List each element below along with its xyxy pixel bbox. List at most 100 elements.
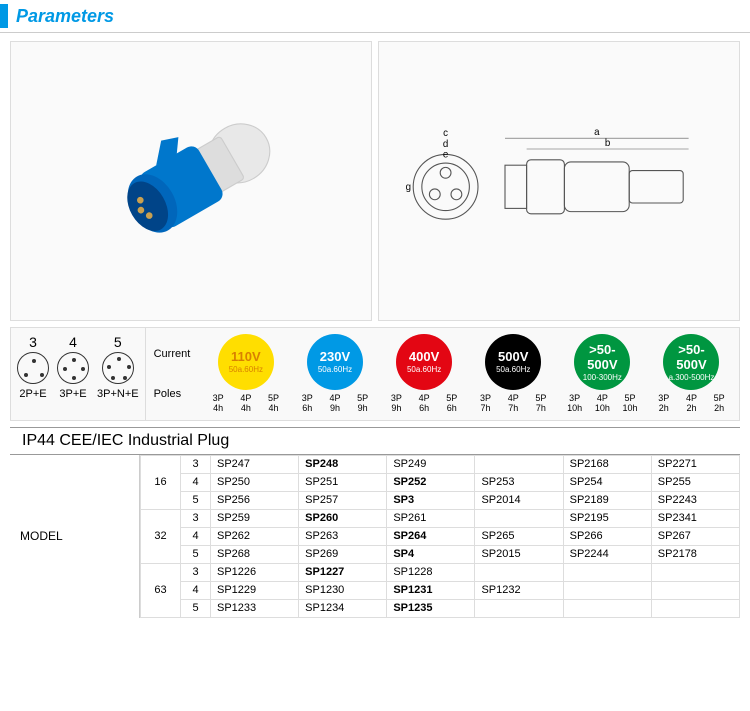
model-cell: SP1228 <box>387 563 475 581</box>
pole-config-item: 4 3P+E <box>57 334 89 414</box>
pole-spec: 4P7h <box>508 394 519 414</box>
model-cell: SP3 <box>387 491 475 509</box>
model-cell: SP2189 <box>563 491 651 509</box>
voltage-item: >50-500V a.300-500Hz 3P2h4P2h5P2h <box>650 334 733 414</box>
model-cell <box>475 563 563 581</box>
model-cell: SP1226 <box>211 563 299 581</box>
model-cell: SP264 <box>387 527 475 545</box>
model-cell <box>475 599 563 617</box>
model-cell: SP268 <box>211 545 299 563</box>
model-cell: SP259 <box>211 509 299 527</box>
model-cell: SP1231 <box>387 581 475 599</box>
amp-cell: 63 <box>141 563 181 617</box>
voltage-poles-line: 3P6h4P9h5P9h <box>293 394 376 414</box>
voltage-item: 110V 50a.60Hz 3P4h 4P4h 5P4h <box>204 334 287 414</box>
model-cell: SP260 <box>299 509 387 527</box>
product-photo-box <box>10 41 372 321</box>
image-row: c d e g a b <box>0 41 750 321</box>
voltage-item: >50-500V 100-300Hz 3P10h4P10h5P10h <box>561 334 644 414</box>
voltage-item: 500V 50a.60Hz 3P7h4P7h5P7h <box>472 334 555 414</box>
table-row: 323SP259SP260SP261SP2195SP2341 <box>141 509 740 527</box>
model-cell: SP2014 <box>475 491 563 509</box>
voltage-circle: 110V 50a.60Hz <box>218 334 274 390</box>
pole-spec: 4P9h <box>329 394 340 414</box>
model-table: MODEL 163SP247SP248SP249SP2168SP22714SP2… <box>10 455 740 618</box>
model-cell <box>475 455 563 473</box>
model-cell: SP1234 <box>299 599 387 617</box>
voltage-poles-line: 3P2h4P2h5P2h <box>650 394 733 414</box>
voltage-circle: >50-500V a.300-500Hz <box>663 334 719 390</box>
table-row: 4SP1229SP1230SP1231SP1232 <box>141 581 740 599</box>
poles-cell: 5 <box>181 491 211 509</box>
model-cell: SP1227 <box>299 563 387 581</box>
spec-row: 3 2P+E4 3P+E5 3P+N+E Current Poles 110V … <box>10 327 740 421</box>
table-row: 5SP268SP269SP4SP2015SP2244SP2178 <box>141 545 740 563</box>
voltage-value: 110V <box>231 349 261 365</box>
model-cell: SP2341 <box>651 509 739 527</box>
model-cell: SP2195 <box>563 509 651 527</box>
section-header: Parameters <box>0 0 750 33</box>
voltage-poles-line: 3P10h4P10h5P10h <box>561 394 644 414</box>
pole-circle-icon <box>17 352 49 384</box>
technical-drawing: c d e g a b <box>397 98 721 265</box>
model-cell: SP1230 <box>299 581 387 599</box>
model-cell: SP254 <box>563 473 651 491</box>
header-title: Parameters <box>16 6 114 27</box>
voltage-freq: 100-300Hz <box>583 373 622 383</box>
voltage-freq: a.300-500Hz <box>669 373 715 383</box>
voltage-group: 110V 50a.60Hz 3P4h 4P4h 5P4h 230V 50a.60Hz… <box>198 328 739 420</box>
model-cell: SP2015 <box>475 545 563 563</box>
model-cell <box>651 599 739 617</box>
poles-cell: 5 <box>181 545 211 563</box>
pole-spec: 3P2h <box>658 394 669 414</box>
voltage-item: 230V 50a.60Hz 3P6h4P9h5P9h <box>293 334 376 414</box>
pole-spec: 3P6h <box>302 394 313 414</box>
model-cell: SP2244 <box>563 545 651 563</box>
model-label: MODEL <box>10 455 140 618</box>
table-row: 5SP256SP257SP3SP2014SP2189SP2243 <box>141 491 740 509</box>
voltage-value: >50-500V <box>663 342 719 373</box>
model-cell <box>563 581 651 599</box>
pole-spec: 4P4h <box>240 394 251 414</box>
voltage-freq: 50a.60Hz <box>407 365 441 375</box>
svg-text:e: e <box>443 149 448 160</box>
pole-label: 3P+N+E <box>97 388 139 400</box>
model-cell: SP1235 <box>387 599 475 617</box>
model-cell: SP255 <box>651 473 739 491</box>
pole-spec: 5P2h <box>714 394 725 414</box>
pole-spec: 5P6h <box>446 394 457 414</box>
table-row: 633SP1226SP1227SP1228 <box>141 563 740 581</box>
voltage-circle: 230V 50a.60Hz <box>307 334 363 390</box>
voltage-circle: >50-500V 100-300Hz <box>574 334 630 390</box>
svg-text:d: d <box>443 138 448 149</box>
amp-cell: 32 <box>141 509 181 563</box>
amp-cell: 16 <box>141 455 181 509</box>
voltage-value: 400V <box>409 349 439 365</box>
model-cell: SP250 <box>211 473 299 491</box>
section-title: IP44 CEE/IEC Industrial Plug <box>10 427 740 455</box>
poles-cell: 3 <box>181 563 211 581</box>
model-cell: SP2271 <box>651 455 739 473</box>
pole-spec: 3P4h <box>213 394 224 414</box>
poles-cell: 3 <box>181 455 211 473</box>
pole-spec: 3P9h <box>391 394 402 414</box>
voltage-value: >50-500V <box>574 342 630 373</box>
table-row: 4SP250SP251SP252SP253SP254SP255 <box>141 473 740 491</box>
model-cell <box>563 599 651 617</box>
model-cell: SP269 <box>299 545 387 563</box>
model-cell <box>475 509 563 527</box>
pole-config-item: 3 2P+E <box>17 334 49 414</box>
voltage-freq: 50a.60Hz <box>318 365 352 375</box>
pole-spec: 5P4h <box>268 394 279 414</box>
pole-spec: 5P10h <box>623 394 638 414</box>
poles-cell: 4 <box>181 581 211 599</box>
model-cell: SP253 <box>475 473 563 491</box>
model-table-body: 163SP247SP248SP249SP2168SP22714SP250SP25… <box>140 455 740 618</box>
voltage-poles-line: 3P4h 4P4h 5P4h <box>204 394 287 414</box>
voltage-freq: 50a.60Hz <box>496 365 530 375</box>
voltage-circle: 500V 50a.60Hz <box>485 334 541 390</box>
voltage-poles-line: 3P7h4P7h5P7h <box>472 394 555 414</box>
model-cell <box>563 563 651 581</box>
voltage-value: 500V <box>498 349 528 365</box>
pole-spec: 4P10h <box>595 394 610 414</box>
